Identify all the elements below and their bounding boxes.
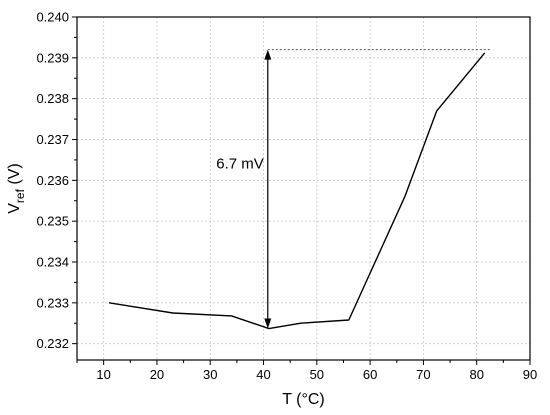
data-layer — [108, 52, 486, 330]
x-axis-ticks: 10 20 30 40 50 60 70 80 90 — [76, 360, 537, 382]
plot-frame — [76, 16, 531, 361]
y-tick-label: 0.236 — [36, 173, 69, 188]
x-axis-label: T (°C) — [282, 391, 325, 408]
y-axis-ticks: 0.232 0.233 0.234 0.235 0.236 0.237 0.238 0.239… — [36, 10, 77, 351]
delta-label: 6.7 mV — [216, 155, 264, 172]
y-axis-label: Vref (V) — [6, 163, 27, 213]
y-tick-label: 0.235 — [36, 214, 69, 229]
x-tick-label: 80 — [469, 367, 483, 382]
x-tick-label: 20 — [150, 367, 164, 382]
y-tick-label: 0.239 — [36, 50, 69, 65]
x-tick-label: 10 — [96, 367, 110, 382]
y-tick-label: 0.234 — [36, 255, 69, 270]
y-tick-label: 0.232 — [36, 336, 69, 351]
y-tick-label: 0.237 — [36, 132, 69, 147]
delta-arrow-head-top — [264, 49, 272, 60]
x-tick-label: 30 — [203, 367, 217, 382]
x-tick-label: 50 — [310, 367, 324, 382]
x-tick-label: 90 — [523, 367, 537, 382]
annotation-layer: 6.7 mV — [216, 49, 491, 329]
y-axis-label-main: V — [6, 203, 23, 214]
y-tick-label: 0.233 — [36, 295, 69, 310]
y-axis-label-unit: (V) — [6, 163, 23, 189]
x-tick-label: 70 — [416, 367, 430, 382]
x-tick-label: 60 — [363, 367, 377, 382]
delta-arrow-head-bottom — [264, 318, 272, 329]
y-tick-label: 0.238 — [36, 91, 69, 106]
y-axis-label-subscript: ref — [13, 188, 27, 203]
y-tick-label: 0.240 — [36, 10, 69, 25]
series-line — [108, 52, 486, 330]
x-tick-label: 40 — [256, 367, 270, 382]
